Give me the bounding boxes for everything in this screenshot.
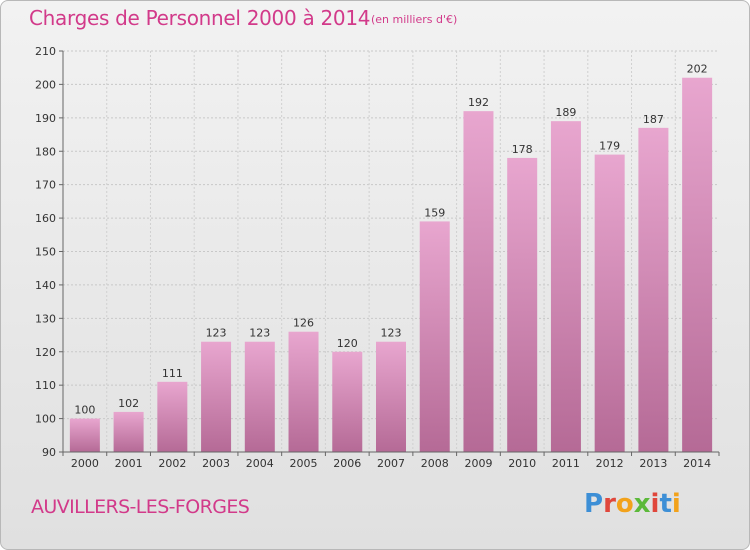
commune-name: AUVILLERS-LES-FORGES [31,496,250,518]
bar-2006 [332,351,363,452]
x-tick-label: 2003 [202,457,230,470]
y-tick-label: 170 [35,179,56,192]
bar-value-label: 123 [249,327,270,340]
logo-letter: i [650,489,660,519]
x-tick-label: 2011 [552,457,580,470]
x-tick-label: 2000 [71,457,99,470]
bar-value-label: 189 [555,106,576,119]
bar-2010 [507,157,538,452]
bar-value-label: 159 [424,206,445,219]
logo-letter: x [633,489,651,519]
x-tick-label: 2012 [596,457,624,470]
logo-letter: o [615,489,634,519]
logo-letter: i [671,489,681,519]
logo-letter: P [584,489,604,519]
x-tick-label: 2008 [421,457,449,470]
x-tick-label: 2013 [639,457,667,470]
bar-value-label: 100 [74,404,95,417]
y-tick-label: 140 [35,279,56,292]
bar-2012 [594,154,625,452]
y-tick-label: 130 [35,312,56,325]
x-tick-label: 2009 [464,457,492,470]
bar-value-label: 126 [293,317,314,330]
bar-2009 [463,111,494,453]
x-tick-label: 2005 [290,457,318,470]
bar-2004 [244,341,275,452]
bar-2011 [550,121,581,453]
bar-value-label: 187 [643,113,664,126]
x-tick-label: 2014 [683,457,711,470]
y-tick-label: 100 [35,413,56,426]
logo-letter: r [603,489,616,519]
bar-value-label: 178 [512,143,533,156]
bar-value-label: 179 [599,140,620,153]
x-tick-label: 2006 [333,457,361,470]
bar-2014 [682,77,713,452]
bar-2003 [201,341,232,452]
x-tick-label: 2007 [377,457,405,470]
bar-value-label: 202 [687,63,708,76]
bar-2007 [376,341,406,452]
bar-2013 [638,127,669,452]
bar-2001 [113,411,144,452]
y-tick-label: 200 [35,78,56,91]
bar-value-label: 123 [381,327,402,340]
x-tick-label: 2010 [508,457,536,470]
bar-value-label: 102 [118,397,139,410]
x-tick-label: 2004 [246,457,274,470]
y-tick-label: 120 [35,346,56,359]
y-tick-label: 190 [35,112,56,125]
bar-2008 [419,221,450,452]
bar-2002 [157,381,188,452]
bar-value-label: 120 [337,337,358,350]
bar-value-label: 111 [162,367,183,380]
proxiti-logo: Proxiti [584,489,681,519]
bar-2000 [69,418,100,452]
bar-value-label: 192 [468,96,489,109]
logo-letter: t [659,489,672,519]
y-tick-label: 160 [35,212,56,225]
chart-unit: (en milliers d'€) [371,13,458,26]
x-tick-label: 2001 [115,457,143,470]
bar-2005 [288,331,319,452]
chart-title: Charges de Personnel 2000 à 2014 [29,6,371,30]
x-tick-label: 2002 [158,457,186,470]
y-tick-label: 110 [35,379,56,392]
y-tick-label: 150 [35,246,56,259]
bar-value-label: 123 [206,327,227,340]
y-tick-label: 90 [42,446,56,459]
y-tick-label: 180 [35,145,56,158]
y-tick-label: 210 [35,45,56,58]
